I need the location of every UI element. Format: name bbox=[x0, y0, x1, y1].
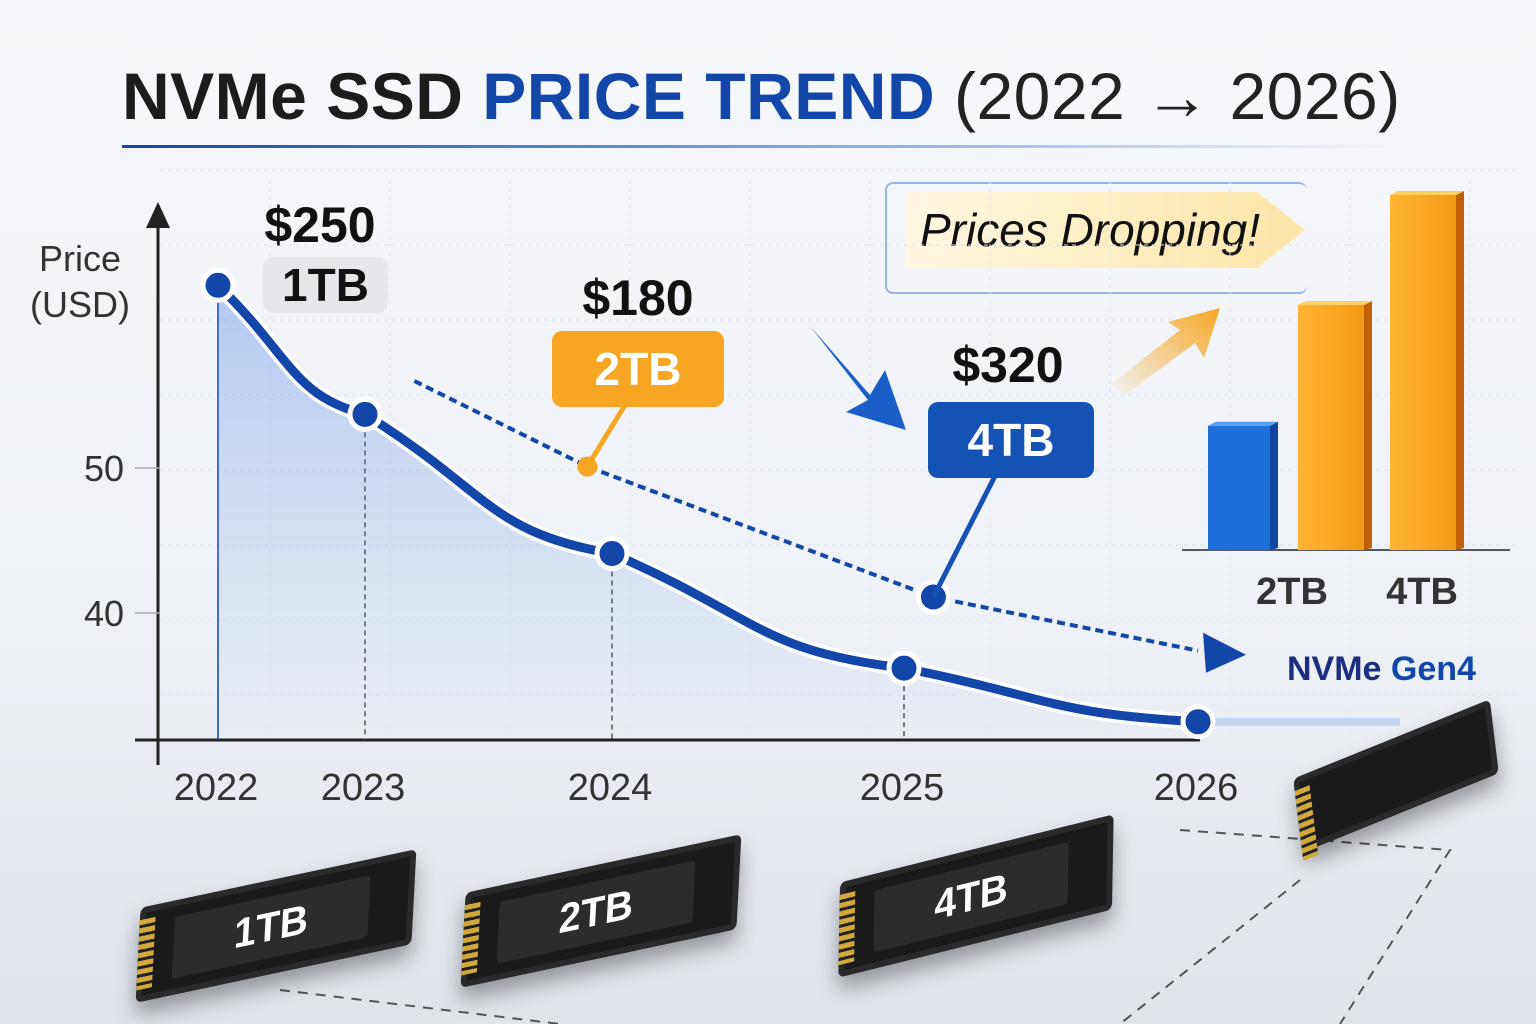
up-arrow-icon bbox=[1110, 308, 1220, 395]
inset-bar bbox=[1208, 425, 1270, 550]
title-part1: NVMe SSD bbox=[122, 59, 483, 133]
y-label-line2: (USD) bbox=[30, 284, 130, 325]
page-title: NVMe SSD PRICE TREND (2022 → 2026) bbox=[122, 58, 1401, 134]
y-tick-label: 50 bbox=[84, 448, 124, 489]
y-tick-label: 40 bbox=[84, 593, 124, 634]
x-tick-label: 2023 bbox=[321, 767, 406, 809]
data-point bbox=[1180, 704, 1216, 740]
inset-label-4tb: 4TB bbox=[1386, 571, 1458, 613]
series-label-a: NVMe bbox=[1287, 650, 1382, 688]
inset-bar-side bbox=[1270, 421, 1278, 550]
inset-bar bbox=[1298, 305, 1364, 550]
title-years: (2022 → 2026) bbox=[935, 59, 1401, 133]
price-label-4tb: $320 bbox=[952, 337, 1063, 393]
price-label-2tb: $180 bbox=[582, 270, 693, 326]
data-point bbox=[200, 267, 236, 303]
prices-dropping-callout: Prices Dropping! bbox=[905, 192, 1305, 268]
badge-connector-4tb bbox=[931, 474, 998, 599]
y-axis-label: Price (USD) bbox=[30, 236, 130, 328]
inset-label-2tb: 2TB bbox=[1256, 571, 1328, 613]
x-tick-label: 2022 bbox=[174, 767, 259, 809]
series-label-nvme-gen4: NVMe Gen4 bbox=[1287, 650, 1476, 689]
area-fill bbox=[218, 285, 1198, 740]
title-highlight: PRICE TREND bbox=[482, 59, 936, 133]
x-tick-label: 2026 bbox=[1154, 767, 1239, 809]
series-label-b: Gen4 bbox=[1381, 650, 1476, 688]
badge-4tb: 4TB bbox=[928, 402, 1094, 478]
inset-bar-side bbox=[1364, 301, 1372, 550]
series-arrow-icon bbox=[1203, 632, 1246, 673]
x-tick-label: 2024 bbox=[568, 767, 653, 809]
floor-guide-lines bbox=[279, 829, 1452, 1024]
inset-bar-side bbox=[1456, 191, 1464, 550]
data-point bbox=[594, 536, 630, 572]
inset-bar bbox=[1390, 195, 1456, 550]
callout-frame bbox=[885, 182, 1307, 294]
badge-2tb: 2TB bbox=[552, 331, 724, 407]
down-arrow-icon bbox=[810, 326, 906, 430]
inset-bar-top bbox=[1298, 301, 1372, 306]
badge-1tb: 1TB bbox=[263, 257, 388, 313]
series-line-main bbox=[213, 280, 1203, 727]
price-label-1tb: $250 bbox=[264, 197, 375, 253]
title-divider bbox=[122, 145, 1392, 148]
series-line-gen4 bbox=[413, 379, 1199, 653]
x-tick-label: 2025 bbox=[860, 767, 945, 809]
inset-bar-top bbox=[1390, 191, 1464, 195]
inset-bar-top bbox=[1208, 421, 1278, 426]
badge-connector-2tb bbox=[585, 403, 628, 468]
data-point bbox=[886, 650, 922, 686]
y-label-line1: Price bbox=[38, 238, 121, 279]
y-axis-arrow-icon bbox=[146, 202, 170, 228]
data-point bbox=[347, 396, 383, 432]
